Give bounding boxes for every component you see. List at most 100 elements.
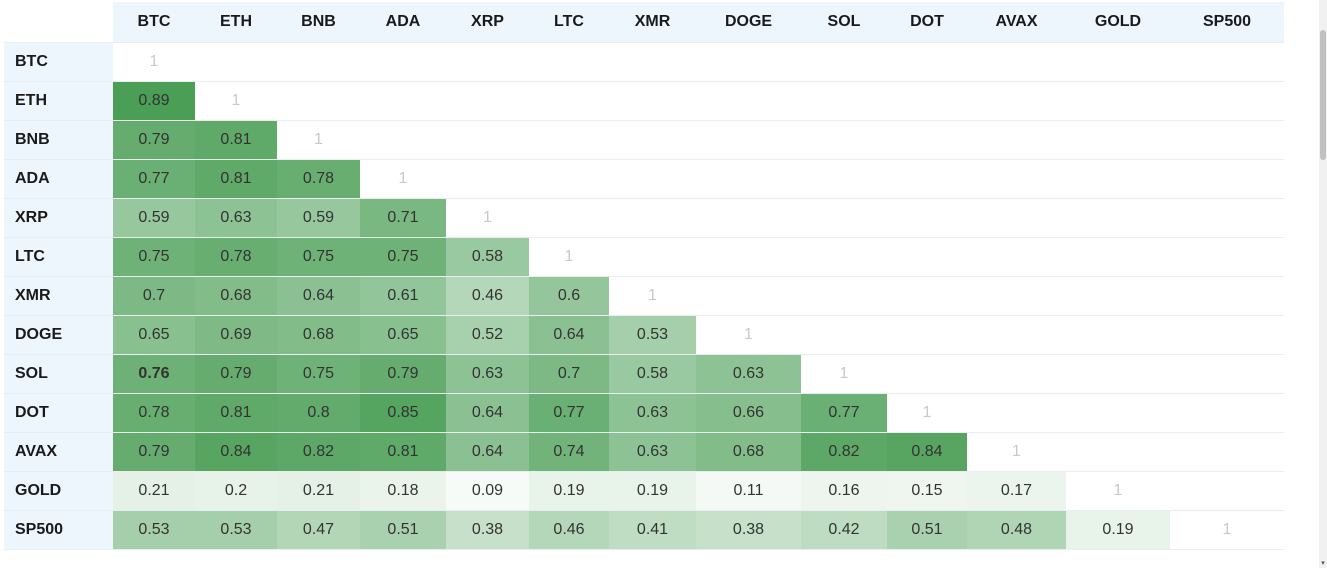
correlation-cell: 0.58 bbox=[609, 354, 696, 394]
column-header-avax: AVAX bbox=[967, 2, 1066, 43]
vertical-scrollbar[interactable]: ▾ bbox=[1319, 0, 1327, 568]
matrix-row-bnb: BNB 0.79 0.81 1 bbox=[4, 120, 1284, 160]
correlation-cell: 0.53 bbox=[609, 315, 696, 355]
correlation-cell: 0.68 bbox=[195, 276, 277, 316]
empty-cell bbox=[1170, 198, 1284, 238]
empty-cell bbox=[277, 42, 360, 82]
correlation-cell: 0.78 bbox=[277, 159, 360, 199]
matrix-row-avax: AVAX 0.79 0.84 0.82 0.81 0.64 0.74 0.63 0.68 0.82… bbox=[4, 432, 1284, 472]
correlation-cell: 0.6 bbox=[529, 276, 609, 316]
diagonal-cell: 1 bbox=[967, 432, 1066, 472]
correlation-cell: 0.81 bbox=[195, 120, 277, 160]
correlation-cell: 0.63 bbox=[195, 198, 277, 238]
empty-cell bbox=[609, 198, 696, 238]
empty-cell bbox=[801, 198, 887, 238]
empty-cell bbox=[801, 237, 887, 277]
column-header-ada: ADA bbox=[360, 2, 446, 43]
correlation-cell: 0.11 bbox=[696, 471, 801, 511]
empty-cell bbox=[1066, 315, 1170, 355]
correlation-cell: 0.38 bbox=[446, 510, 529, 550]
diagonal-cell: 1 bbox=[360, 159, 446, 199]
correlation-cell: 0.19 bbox=[529, 471, 609, 511]
correlation-cell: 0.41 bbox=[609, 510, 696, 550]
correlation-cell: 0.77 bbox=[801, 393, 887, 433]
empty-cell bbox=[1170, 315, 1284, 355]
correlation-cell: 0.84 bbox=[887, 432, 967, 472]
matrix-row-ltc: LTC 0.75 0.78 0.75 0.75 0.58 1 bbox=[4, 237, 1284, 277]
correlation-cell: 0.47 bbox=[277, 510, 360, 550]
correlation-cell: 0.65 bbox=[113, 315, 195, 355]
empty-cell bbox=[609, 159, 696, 199]
matrix-row-gold: GOLD 0.21 0.2 0.21 0.18 0.09 0.19 0.19 0.11 0.16 0… bbox=[4, 471, 1284, 511]
correlation-cell: 0.61 bbox=[360, 276, 446, 316]
empty-cell bbox=[1170, 276, 1284, 316]
correlation-cell: 0.59 bbox=[277, 198, 360, 238]
row-header-ltc: LTC bbox=[4, 237, 113, 277]
empty-cell bbox=[696, 237, 801, 277]
empty-cell bbox=[967, 81, 1066, 121]
correlation-cell: 0.75 bbox=[277, 237, 360, 277]
correlation-cell: 0.51 bbox=[887, 510, 967, 550]
correlation-cell: 0.71 bbox=[360, 198, 446, 238]
correlation-cell: 0.79 bbox=[113, 120, 195, 160]
empty-cell bbox=[1170, 237, 1284, 277]
correlation-cell: 0.75 bbox=[277, 354, 360, 394]
correlation-cell: 0.15 bbox=[887, 471, 967, 511]
empty-cell bbox=[529, 198, 609, 238]
correlation-cell: 0.59 bbox=[113, 198, 195, 238]
empty-cell bbox=[887, 354, 967, 394]
correlation-cell: 0.63 bbox=[696, 354, 801, 394]
empty-cell bbox=[446, 159, 529, 199]
empty-cell bbox=[529, 42, 609, 82]
correlation-cell: 0.18 bbox=[360, 471, 446, 511]
correlation-cell: 0.53 bbox=[195, 510, 277, 550]
column-header-ltc: LTC bbox=[529, 2, 609, 43]
correlation-cell: 0.38 bbox=[696, 510, 801, 550]
empty-cell bbox=[360, 120, 446, 160]
empty-cell bbox=[446, 42, 529, 82]
correlation-cell: 0.79 bbox=[195, 354, 277, 394]
empty-cell bbox=[887, 237, 967, 277]
empty-cell bbox=[887, 42, 967, 82]
correlation-cell: 0.64 bbox=[529, 315, 609, 355]
row-header-bnb: BNB bbox=[4, 120, 113, 160]
diagonal-cell: 1 bbox=[195, 81, 277, 121]
correlation-cell: 0.64 bbox=[446, 432, 529, 472]
diagonal-cell: 1 bbox=[801, 354, 887, 394]
empty-cell bbox=[1170, 81, 1284, 121]
empty-cell bbox=[1066, 432, 1170, 472]
empty-cell bbox=[1170, 120, 1284, 160]
empty-cell bbox=[1066, 198, 1170, 238]
scrollbar-thumb[interactable] bbox=[1320, 30, 1326, 160]
empty-cell bbox=[1170, 432, 1284, 472]
empty-cell bbox=[967, 393, 1066, 433]
correlation-cell: 0.21 bbox=[277, 471, 360, 511]
correlation-cell: 0.09 bbox=[446, 471, 529, 511]
row-header-xrp: XRP bbox=[4, 198, 113, 238]
correlation-cell: 0.85 bbox=[360, 393, 446, 433]
matrix-body: BTC 1 ETH 0.89 1 BNB 0.79 0.81 1 ADA 0.77 0.81 0.78 1… bbox=[4, 42, 1284, 550]
matrix-row-sp500: SP500 0.53 0.53 0.47 0.51 0.38 0.46 0.41 0.38 0.4… bbox=[4, 510, 1284, 550]
diagonal-cell: 1 bbox=[113, 42, 195, 82]
correlation-cell: 0.78 bbox=[113, 393, 195, 433]
correlation-cell: 0.81 bbox=[360, 432, 446, 472]
empty-cell bbox=[609, 81, 696, 121]
column-header-eth: ETH bbox=[195, 2, 277, 43]
matrix-row-ada: ADA 0.77 0.81 0.78 1 bbox=[4, 159, 1284, 199]
scroll-down-arrow-icon[interactable]: ▾ bbox=[1321, 560, 1325, 567]
empty-cell bbox=[1170, 42, 1284, 82]
column-header-xmr: XMR bbox=[609, 2, 696, 43]
matrix-row-eth: ETH 0.89 1 bbox=[4, 81, 1284, 121]
correlation-cell: 0.65 bbox=[360, 315, 446, 355]
column-header-gold: GOLD bbox=[1066, 2, 1170, 43]
empty-cell bbox=[529, 120, 609, 160]
correlation-cell: 0.79 bbox=[113, 432, 195, 472]
correlation-cell: 0.82 bbox=[277, 432, 360, 472]
empty-cell bbox=[967, 120, 1066, 160]
matrix-row-xmr: XMR 0.7 0.68 0.64 0.61 0.46 0.6 1 bbox=[4, 276, 1284, 316]
empty-cell bbox=[1170, 393, 1284, 433]
column-header-bnb: BNB bbox=[277, 2, 360, 43]
matrix-row-doge: DOGE 0.65 0.69 0.68 0.65 0.52 0.64 0.53 1 bbox=[4, 315, 1284, 355]
correlation-cell: 0.63 bbox=[609, 393, 696, 433]
empty-cell bbox=[446, 81, 529, 121]
